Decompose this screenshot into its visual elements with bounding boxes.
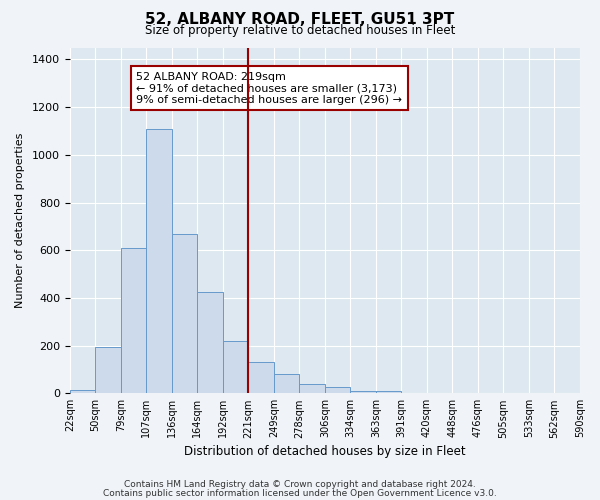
Bar [146,128,172,394]
Bar [121,248,146,394]
Text: Contains public sector information licensed under the Open Government Licence v3: Contains public sector information licen… [103,488,497,498]
Bar [325,386,350,394]
Bar [274,374,299,394]
X-axis label: Distribution of detached houses by size in Fleet: Distribution of detached houses by size … [184,444,466,458]
Text: 52 ALBANY ROAD: 219sqm
← 91% of detached houses are smaller (3,173)
9% of semi-d: 52 ALBANY ROAD: 219sqm ← 91% of detached… [136,72,402,105]
Y-axis label: Number of detached properties: Number of detached properties [15,132,25,308]
Bar [95,347,121,394]
Bar [197,292,223,394]
Bar [172,234,197,394]
Bar [248,362,274,394]
Bar [70,390,95,394]
Bar [376,392,401,394]
Text: Size of property relative to detached houses in Fleet: Size of property relative to detached ho… [145,24,455,37]
Bar [223,341,248,394]
Bar [299,384,325,394]
Bar [350,391,376,394]
Text: Contains HM Land Registry data © Crown copyright and database right 2024.: Contains HM Land Registry data © Crown c… [124,480,476,489]
Text: 52, ALBANY ROAD, FLEET, GU51 3PT: 52, ALBANY ROAD, FLEET, GU51 3PT [145,12,455,28]
